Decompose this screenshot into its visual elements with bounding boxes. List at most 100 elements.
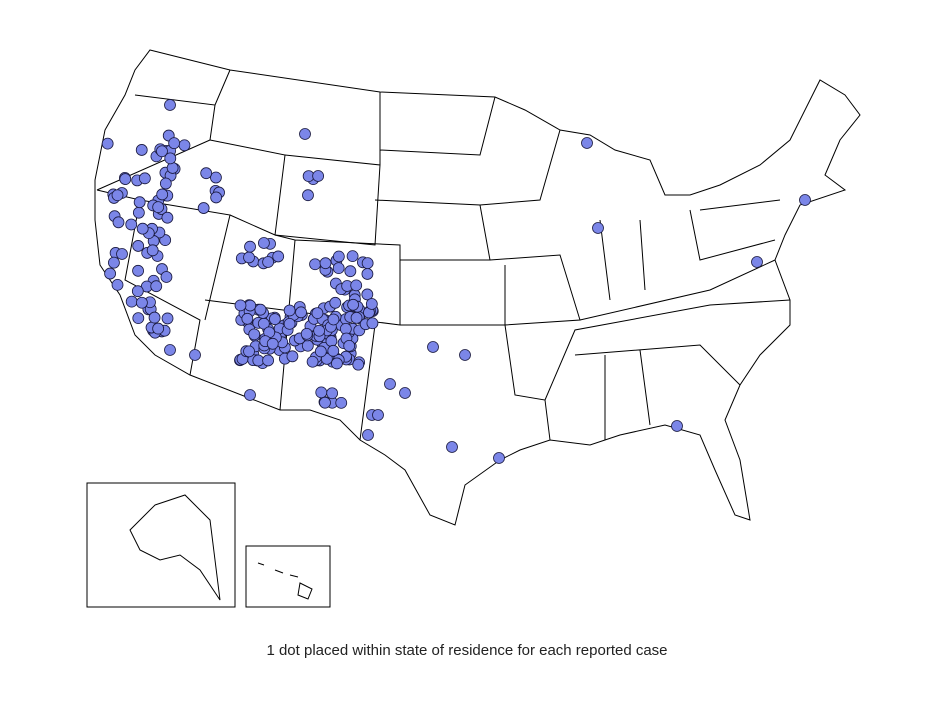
case-dot xyxy=(104,267,116,280)
case-dot xyxy=(243,345,255,358)
case-dot xyxy=(352,358,365,371)
case-dot xyxy=(350,311,363,324)
case-dot xyxy=(350,279,363,292)
case-dot xyxy=(262,354,275,367)
case-dot xyxy=(178,139,191,152)
case-dot xyxy=(164,344,176,356)
case-dot xyxy=(136,222,149,235)
case-dot xyxy=(361,268,374,280)
case-dot xyxy=(319,396,331,409)
case-dot xyxy=(312,170,325,182)
case-dot xyxy=(252,354,265,367)
case-dot xyxy=(132,240,145,252)
case-dot xyxy=(125,295,138,308)
case-dot xyxy=(361,257,374,270)
case-dot xyxy=(314,345,327,358)
case-dot xyxy=(111,189,124,202)
case-dot xyxy=(313,324,326,337)
case-dot xyxy=(283,317,296,330)
case-dot xyxy=(197,202,210,214)
case-dot xyxy=(135,144,148,156)
case-dot xyxy=(332,262,345,275)
case-dot xyxy=(331,357,343,370)
case-dot xyxy=(210,191,223,204)
case-dot xyxy=(269,313,281,326)
case-dot xyxy=(131,285,144,298)
case-dot xyxy=(325,335,338,347)
case-dot xyxy=(446,441,458,453)
case-dot xyxy=(327,313,340,326)
case-dot xyxy=(135,296,148,309)
case-dot xyxy=(365,298,378,310)
case-dot xyxy=(159,177,172,190)
case-dot xyxy=(384,378,396,390)
case-dot xyxy=(299,128,311,140)
case-dot xyxy=(133,196,146,209)
case-dot xyxy=(160,271,173,283)
case-dot xyxy=(234,299,247,312)
case-dot xyxy=(315,386,328,399)
case-dot xyxy=(241,312,254,325)
case-dot xyxy=(148,311,161,324)
case-dot xyxy=(248,328,261,341)
case-dot xyxy=(343,339,356,352)
case-dot xyxy=(361,288,374,301)
case-dot xyxy=(101,137,114,150)
case-dot xyxy=(366,317,379,330)
case-dot xyxy=(119,173,132,185)
case-dot xyxy=(362,429,374,441)
case-dot xyxy=(156,145,168,158)
case-dot xyxy=(326,387,339,400)
case-dot xyxy=(112,216,125,229)
hawaii xyxy=(257,562,313,600)
case-dot xyxy=(751,256,763,268)
case-dot xyxy=(346,250,359,263)
case-dot xyxy=(302,189,314,202)
case-dot xyxy=(671,420,683,432)
case-dot xyxy=(150,280,163,293)
case-dot xyxy=(166,162,179,174)
case-dot xyxy=(262,256,274,268)
case-dot xyxy=(164,152,177,165)
case-dot xyxy=(152,201,165,214)
case-dot xyxy=(319,257,332,270)
case-dot xyxy=(581,137,593,149)
caption: 1 dot placed within state of residence f… xyxy=(266,642,667,659)
case-dot xyxy=(132,264,144,277)
case-dot xyxy=(335,396,348,409)
case-dot xyxy=(347,298,360,311)
case-dot xyxy=(132,206,145,219)
case-dot xyxy=(799,194,811,206)
us-outline xyxy=(94,49,861,526)
case-dot xyxy=(116,248,128,260)
case-dot xyxy=(108,256,120,269)
case-dot xyxy=(493,452,505,464)
case-dot xyxy=(146,244,159,257)
case-dot xyxy=(311,307,324,320)
case-dot xyxy=(125,218,138,231)
case-dots xyxy=(101,99,811,464)
state-borders xyxy=(96,69,791,441)
case-dot xyxy=(592,222,604,234)
case-dot xyxy=(152,322,165,335)
case-dot xyxy=(243,251,255,264)
case-dot xyxy=(161,312,174,325)
alaska xyxy=(129,494,221,601)
case-dot xyxy=(132,312,145,325)
case-dot xyxy=(286,350,299,363)
case-dot xyxy=(327,344,340,357)
case-dot xyxy=(210,171,222,184)
case-dot xyxy=(427,341,439,353)
case-dot xyxy=(258,237,270,249)
case-dot xyxy=(295,306,307,319)
case-dot xyxy=(344,265,357,278)
case-dot xyxy=(164,99,176,111)
alaska-inset xyxy=(86,482,236,608)
case-dot xyxy=(244,240,256,253)
case-dot xyxy=(266,337,279,350)
case-dot xyxy=(244,389,256,401)
case-dot xyxy=(138,172,151,185)
case-dot xyxy=(309,258,321,271)
case-dot xyxy=(459,349,471,361)
